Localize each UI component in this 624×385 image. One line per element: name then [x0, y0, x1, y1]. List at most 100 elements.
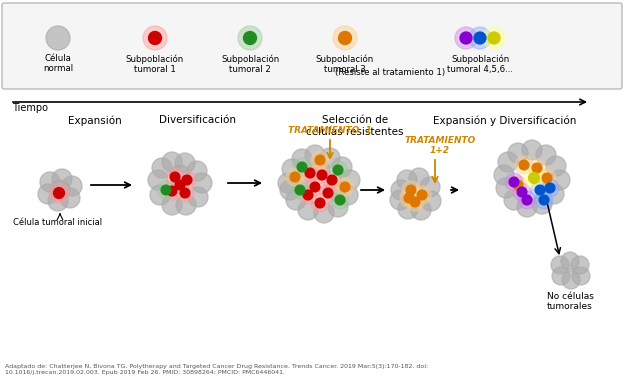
Circle shape	[409, 168, 429, 188]
Circle shape	[538, 169, 556, 187]
Circle shape	[171, 176, 189, 194]
Text: Expansión y Diversificación: Expansión y Diversificación	[433, 115, 577, 126]
Circle shape	[48, 191, 68, 211]
Circle shape	[143, 26, 167, 50]
Circle shape	[38, 184, 58, 204]
Text: (Resiste al tratamiento 1): (Resiste al tratamiento 1)	[335, 68, 445, 77]
Text: Subpoblación
tumoral 2: Subpoblación tumoral 2	[221, 54, 279, 74]
Circle shape	[524, 168, 544, 188]
Circle shape	[336, 178, 354, 196]
Circle shape	[60, 188, 80, 208]
Circle shape	[544, 184, 564, 204]
Circle shape	[49, 183, 69, 203]
Circle shape	[413, 186, 431, 204]
Circle shape	[539, 195, 549, 205]
Circle shape	[290, 172, 300, 182]
Circle shape	[327, 175, 337, 185]
Circle shape	[170, 165, 190, 185]
Circle shape	[335, 195, 345, 205]
Circle shape	[278, 173, 298, 193]
Text: Subpoblación
tumoral 4,5,6...: Subpoblación tumoral 4,5,6...	[447, 54, 513, 74]
Circle shape	[390, 190, 410, 210]
Circle shape	[305, 145, 325, 165]
Circle shape	[391, 180, 411, 200]
Circle shape	[180, 188, 190, 198]
Circle shape	[313, 166, 331, 184]
Circle shape	[301, 164, 319, 182]
Circle shape	[338, 32, 351, 45]
Circle shape	[280, 180, 300, 200]
Circle shape	[293, 158, 311, 176]
Circle shape	[243, 32, 256, 45]
Circle shape	[546, 156, 566, 176]
Circle shape	[528, 159, 546, 177]
Circle shape	[398, 199, 418, 219]
Circle shape	[545, 183, 555, 193]
Circle shape	[323, 188, 333, 198]
Circle shape	[571, 256, 589, 274]
Circle shape	[306, 178, 324, 196]
Circle shape	[291, 181, 309, 199]
Circle shape	[402, 181, 420, 199]
Circle shape	[340, 182, 350, 192]
Circle shape	[62, 176, 82, 196]
Circle shape	[328, 197, 348, 217]
Circle shape	[176, 184, 194, 202]
Circle shape	[286, 190, 306, 210]
Circle shape	[517, 197, 537, 217]
Circle shape	[170, 172, 180, 182]
Circle shape	[176, 195, 196, 215]
Circle shape	[455, 27, 477, 49]
Circle shape	[298, 200, 318, 220]
Circle shape	[295, 170, 315, 190]
Circle shape	[406, 185, 416, 195]
Circle shape	[420, 177, 440, 197]
Circle shape	[529, 172, 539, 183]
Circle shape	[303, 190, 313, 200]
Circle shape	[519, 160, 529, 170]
Circle shape	[50, 180, 70, 200]
Circle shape	[282, 159, 302, 179]
Text: Diversificación: Diversificación	[160, 115, 236, 125]
Circle shape	[483, 27, 505, 49]
Circle shape	[474, 32, 486, 44]
Circle shape	[175, 153, 195, 173]
Circle shape	[406, 193, 424, 211]
Circle shape	[182, 175, 192, 185]
Circle shape	[460, 32, 472, 44]
Circle shape	[187, 161, 207, 181]
Circle shape	[310, 160, 330, 180]
Circle shape	[504, 190, 524, 210]
Circle shape	[46, 26, 70, 50]
Circle shape	[536, 145, 556, 165]
Circle shape	[551, 256, 569, 274]
Text: Tiempo: Tiempo	[12, 103, 48, 113]
Circle shape	[178, 171, 196, 189]
Text: TRATAMIENTO  1: TRATAMIENTO 1	[288, 126, 372, 135]
Circle shape	[542, 173, 552, 183]
Circle shape	[192, 173, 212, 193]
Circle shape	[149, 32, 162, 45]
Circle shape	[469, 27, 491, 49]
Circle shape	[535, 191, 553, 209]
Circle shape	[292, 149, 312, 169]
Circle shape	[40, 172, 60, 192]
Text: Selección de
células resistentes: Selección de células resistentes	[306, 115, 404, 137]
Circle shape	[148, 170, 168, 190]
Circle shape	[161, 185, 171, 195]
Circle shape	[509, 177, 519, 187]
Circle shape	[315, 198, 325, 208]
Circle shape	[496, 178, 516, 198]
Circle shape	[319, 184, 337, 202]
Circle shape	[311, 151, 329, 169]
Circle shape	[531, 181, 549, 199]
Circle shape	[317, 170, 327, 180]
Circle shape	[552, 267, 570, 285]
Circle shape	[162, 195, 182, 215]
Circle shape	[310, 182, 320, 192]
Circle shape	[513, 183, 531, 201]
Text: Subpoblación
tumoral 1: Subpoblación tumoral 1	[126, 54, 184, 74]
Text: No células
tumorales: No células tumorales	[547, 292, 593, 311]
Circle shape	[417, 190, 427, 200]
Circle shape	[166, 168, 184, 186]
